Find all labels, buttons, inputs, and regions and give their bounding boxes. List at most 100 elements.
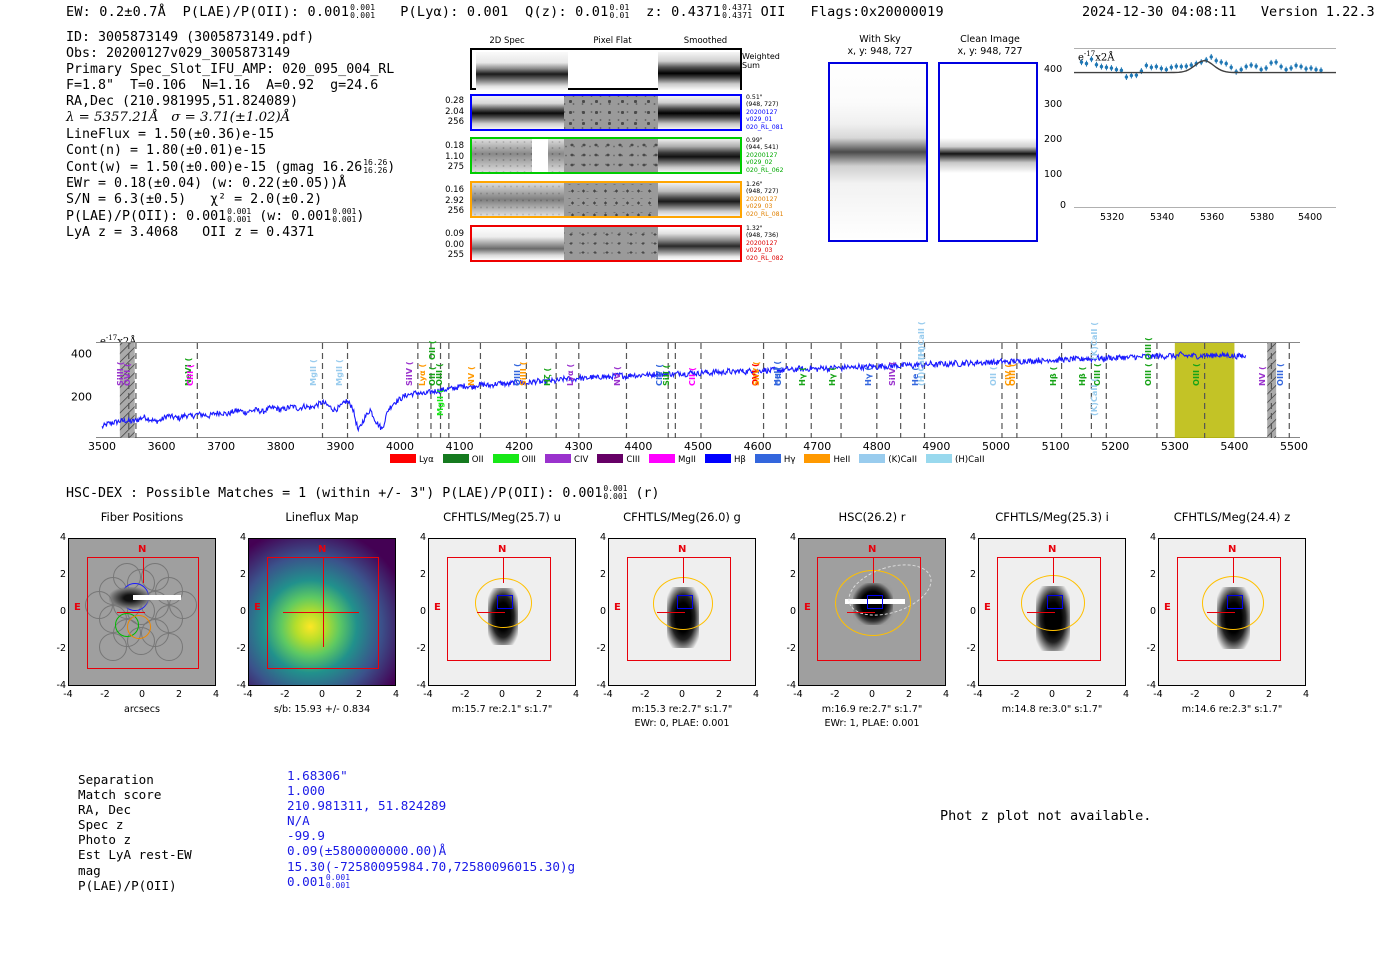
xtick-4300: 4300: [564, 440, 593, 453]
miniplot-ytick-400: 400: [1044, 64, 1063, 75]
legend-swatch-4: [597, 454, 624, 463]
cutout-title-2: CFHTLS/Meg(25.7) u: [443, 510, 561, 524]
line-label-40: OIII (: [1275, 363, 1286, 386]
legend-label-7: Hγ: [783, 455, 796, 465]
header-z-line: OII: [760, 4, 786, 20]
cutout-6-north-label: N: [1228, 544, 1237, 555]
cutout-2-ytick-1: 2: [419, 569, 426, 580]
miniplot-ytick-300: 300: [1044, 99, 1063, 110]
header-plae: P(LAE)/P(OII): 0.001: [182, 4, 350, 20]
match-detail-values: 1.68306" 1.000 210.981311, 51.824289 N/A -99…: [287, 768, 575, 890]
xtick-3500: 3500: [87, 440, 116, 453]
cutout-panel-1[interactable]: [248, 538, 396, 686]
spec2d-row-2: [470, 181, 742, 218]
xtick-5000: 5000: [982, 440, 1011, 453]
line-label-38: OIII (: [1190, 363, 1201, 386]
legend-item-7: Hγ: [754, 454, 796, 465]
emission-line-legend: Lyα OII OIII CIV CIII MgII Hβ Hγ HeII (K)CaII (H)C…: [390, 454, 994, 465]
hscdex-header: HSC-DEX : Possible Matches = 1 (within +…: [66, 484, 660, 502]
legend-item-2: OIII: [492, 454, 536, 465]
match-value-5: 0.09(±5800000000.00)Å: [287, 843, 447, 859]
cutout-4-ytick-1: 2: [789, 569, 796, 580]
info-ewr: EWr = 0.18(±0.04) (w: 0.22(±0.05))Å: [66, 175, 347, 191]
match-label-5: Est LyA rest-EW: [78, 847, 192, 863]
header-flags: Flags:0x20000019: [810, 4, 944, 20]
full-spectrum-ytick-200: 200: [71, 390, 92, 404]
clean-image-header: Clean Image x, y: 948, 727: [957, 34, 1023, 57]
cutout-panel-6[interactable]: [1158, 538, 1306, 686]
cutout-4-ytick-4: -4: [786, 680, 796, 691]
row-1-white-patch: [532, 139, 548, 172]
line-label-7: Lyα (: [416, 363, 427, 386]
cutout-4-caption: m:16.9 re:2.7" s:1.7": [821, 704, 923, 715]
cutout-4-xtick-1: -2: [830, 689, 840, 700]
header-meta: 2024-12-30 04:08:11 Version 1.22.3: [1082, 4, 1375, 20]
cutout-6-ytick-0: 4: [1149, 532, 1156, 543]
spec2d-row-1: [470, 137, 742, 174]
legend-item-8: HeII: [804, 454, 850, 465]
cutout-title-5: CFHTLS/Meg(25.3) i: [995, 510, 1109, 524]
legend-swatch-1: [442, 454, 469, 463]
legend-label-9: (K)CaII: [888, 455, 917, 465]
cutout-1-ytick-0: 4: [239, 532, 246, 543]
clean-image-image: [940, 64, 1036, 240]
row-0-pixelflat: [564, 96, 658, 129]
info-plae: P(LAE)/P(OII): 0.001 0.001 0.001 (w: 0.001…: [66, 207, 365, 225]
cutout-4-xtick-0: -4: [793, 689, 803, 700]
header-z-range: 0.4371 0.4371: [722, 3, 753, 20]
xtick-4600: 4600: [743, 440, 772, 453]
row-3-2dspec: [472, 227, 564, 260]
xtick-4200: 4200: [505, 440, 534, 453]
cutout-4-xtick-3: 2: [905, 689, 913, 700]
cutout-0-ytick-3: -2: [56, 643, 66, 654]
cutout-panel-4[interactable]: [798, 538, 946, 686]
cutout-0-xtick-2: 0: [138, 689, 146, 700]
cutout-title-6: CFHTLS/Meg(24.4) z: [1173, 510, 1291, 524]
cutout-0-ytick-4: -4: [56, 680, 66, 691]
cutout-6-xtick-2: 0: [1228, 689, 1236, 700]
row-0-smoothed: [658, 96, 740, 129]
cutout-2-north-label: N: [498, 544, 507, 555]
cutout-panel-2[interactable]: [428, 538, 576, 686]
legend-label-1: OII: [471, 455, 484, 465]
cutout-4-ytick-3: -2: [786, 643, 796, 654]
cutout-5-east-label: E: [984, 602, 991, 613]
match-label-2: RA, Dec: [78, 802, 132, 818]
cutout-panel-3[interactable]: [608, 538, 756, 686]
legend-item-1: OII: [442, 454, 484, 465]
cutout-3-xtick-1: -2: [640, 689, 650, 700]
with-sky-header: With Sky x, y: 948, 727: [847, 34, 913, 57]
line-label-39: NV (: [1257, 366, 1268, 386]
spec2d-row-3-rightnums: 1.32" (948, 736) 20200127 v029_03 020_RL…: [746, 225, 784, 262]
xtick-5100: 5100: [1041, 440, 1070, 453]
cutout-0-ytick-2: 0: [59, 606, 66, 617]
legend-swatch-9: [859, 454, 886, 463]
line-label-4: MgII (: [308, 359, 319, 386]
cutout-panel-0[interactable]: [68, 538, 216, 686]
cutout-title-3: CFHTLS/Meg(26.0) g: [623, 510, 741, 524]
row-0-2dspec: [472, 96, 564, 129]
legend-swatch-7: [754, 454, 781, 463]
cutout-1-caption: s/b: 15.93 +/- 0.834: [273, 704, 371, 715]
row-3-smoothed: [658, 227, 740, 260]
miniplot-ytick-100: 100: [1044, 169, 1063, 180]
spec2d-row-3: [470, 225, 742, 262]
cutout-2-xtick-0: -4: [423, 689, 433, 700]
legend-label-10: (H)CaII: [954, 455, 985, 465]
cutout-5-xtick-1: -2: [1010, 689, 1020, 700]
spec2d-col-header-1: Pixel Flat: [593, 36, 632, 46]
header-plya: P(Lyα): 0.001: [400, 4, 509, 20]
cutout-6-xtick-4: 4: [1302, 689, 1310, 700]
weighted-sum-2dspec: [476, 52, 568, 90]
line-label-26: Hγ (: [862, 366, 873, 386]
clean-image-panel: [938, 62, 1038, 242]
full-spectrum-xticks: 3500 3600 3700 3800 3900 4000 4100 4200 4300 4400…: [88, 440, 1308, 456]
xtick-3800: 3800: [266, 440, 295, 453]
match-label-3: Spec z: [78, 817, 124, 833]
cutout-panel-5[interactable]: [978, 538, 1126, 686]
cutout-0-xtick-3: 2: [175, 689, 183, 700]
with-sky-image: [830, 64, 926, 240]
legend-item-3: CIV: [544, 454, 588, 465]
info-seeing: F=1.8" T=0.106 N=1.16 A=0.92 g=24.6: [66, 78, 379, 94]
info-primary-slot: Primary Spec_Slot_IFU_AMP: 020_095_004_R…: [66, 62, 395, 78]
